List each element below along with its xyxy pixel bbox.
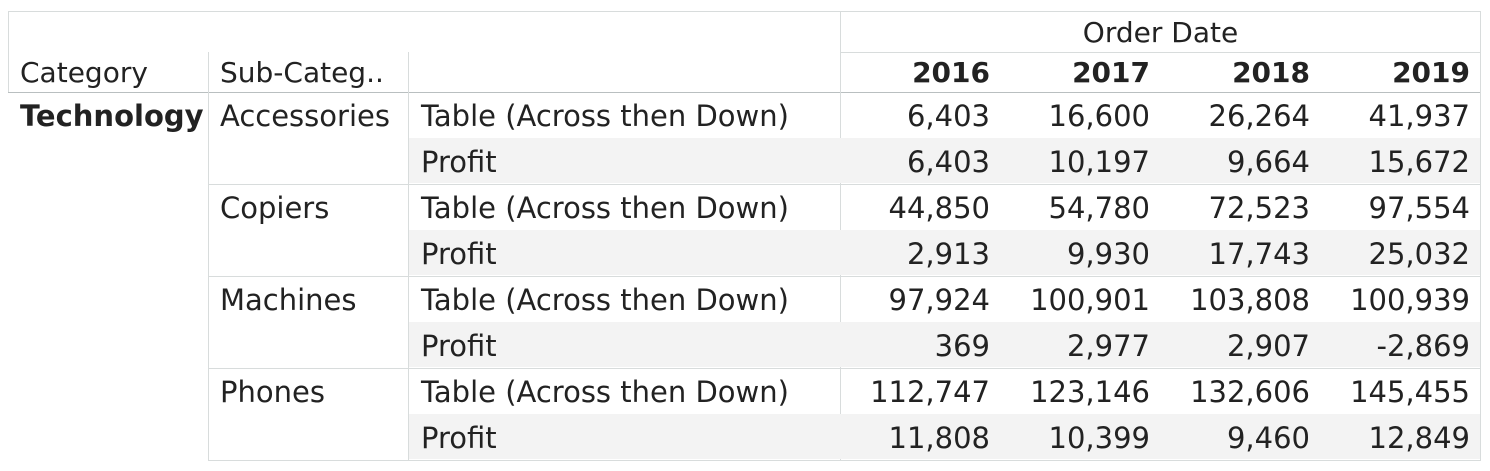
sub-category-label[interactable]: Machines [220,283,357,317]
table-cell-2018[interactable]: 17,743 [1208,237,1310,271]
sub-category-label[interactable]: Copiers [220,191,330,225]
group-separator [208,368,1481,369]
table-cell-2017[interactable]: 100,901 [1030,283,1150,317]
sub-category-label[interactable]: Accessories [220,99,390,133]
table-cell-2016[interactable]: 6,403 [906,99,990,133]
table-cell-2019[interactable]: -2,869 [1376,329,1471,363]
column-header-order-date[interactable]: Order Date [1082,16,1239,49]
left-header-border [8,11,9,92]
table-cell-2019[interactable]: 145,455 [1350,375,1470,409]
measure-label[interactable]: Profit [421,237,497,271]
table-cell-2016[interactable]: 44,850 [888,191,990,225]
measure-label[interactable]: Table (Across then Down) [421,283,789,317]
table-cell-2016[interactable]: 11,808 [888,421,990,455]
table-cell-2017[interactable]: 2,977 [1066,329,1150,363]
table-cell-2017[interactable]: 10,197 [1048,145,1150,179]
header-divider [840,52,1481,53]
measure-label[interactable]: Table (Across then Down) [421,375,789,409]
table-cell-2019[interactable]: 41,937 [1368,99,1470,133]
table-cell-2017[interactable]: 16,600 [1048,99,1150,133]
group-separator [208,276,1481,277]
row-band [409,414,1480,459]
table-cell-2016[interactable]: 6,403 [906,145,990,179]
measure-label[interactable]: Profit [421,421,497,455]
table-cell-2018[interactable]: 72,523 [1208,191,1310,225]
table-cell-2017[interactable]: 123,146 [1030,375,1150,409]
right-border [1480,11,1481,460]
table-cell-2019[interactable]: 100,939 [1350,283,1470,317]
group-separator [208,184,1481,185]
year-header-2019[interactable]: 2019 [1392,56,1470,89]
table-cell-2017[interactable]: 9,930 [1066,237,1150,271]
category-label[interactable]: Technology [20,99,204,133]
year-header-2017[interactable]: 2017 [1072,56,1150,89]
table-cell-2018[interactable]: 132,606 [1190,375,1310,409]
row-header-category[interactable]: Category [20,56,148,89]
row-band [409,138,1480,183]
table-cell-2019[interactable]: 97,554 [1368,191,1470,225]
group-separator [208,460,1481,461]
table-cell-2018[interactable]: 9,664 [1226,145,1310,179]
row-band [409,230,1480,275]
table-cell-2018[interactable]: 9,460 [1226,421,1310,455]
table-cell-2016[interactable]: 369 [934,329,990,363]
measure-label[interactable]: Profit [421,329,497,363]
table-cell-2018[interactable]: 2,907 [1226,329,1310,363]
table-cell-2017[interactable]: 10,399 [1048,421,1150,455]
table-cell-2017[interactable]: 54,780 [1048,191,1150,225]
table-cell-2018[interactable]: 26,264 [1208,99,1310,133]
table-cell-2018[interactable]: 103,808 [1190,283,1310,317]
table-cell-2019[interactable]: 15,672 [1368,145,1470,179]
table-cell-2016[interactable]: 2,913 [906,237,990,271]
measure-label[interactable]: Table (Across then Down) [421,99,789,133]
top-border [8,11,1481,12]
table-cell-2019[interactable]: 25,032 [1368,237,1470,271]
table-cell-2016[interactable]: 112,747 [870,375,990,409]
category-column-divider [208,52,209,460]
table-cell-2019[interactable]: 12,849 [1368,421,1470,455]
measure-label[interactable]: Table (Across then Down) [421,191,789,225]
sub-category-label[interactable]: Phones [220,375,325,409]
header-bottom-border [8,92,1481,93]
row-header-sub-category[interactable]: Sub-Categ.. [220,56,384,89]
year-header-2016[interactable]: 2016 [912,56,990,89]
row-band [409,322,1480,367]
year-header-2018[interactable]: 2018 [1232,56,1310,89]
table-cell-2016[interactable]: 97,924 [888,283,990,317]
subcategory-column-divider [408,52,409,460]
measure-label[interactable]: Profit [421,145,497,179]
